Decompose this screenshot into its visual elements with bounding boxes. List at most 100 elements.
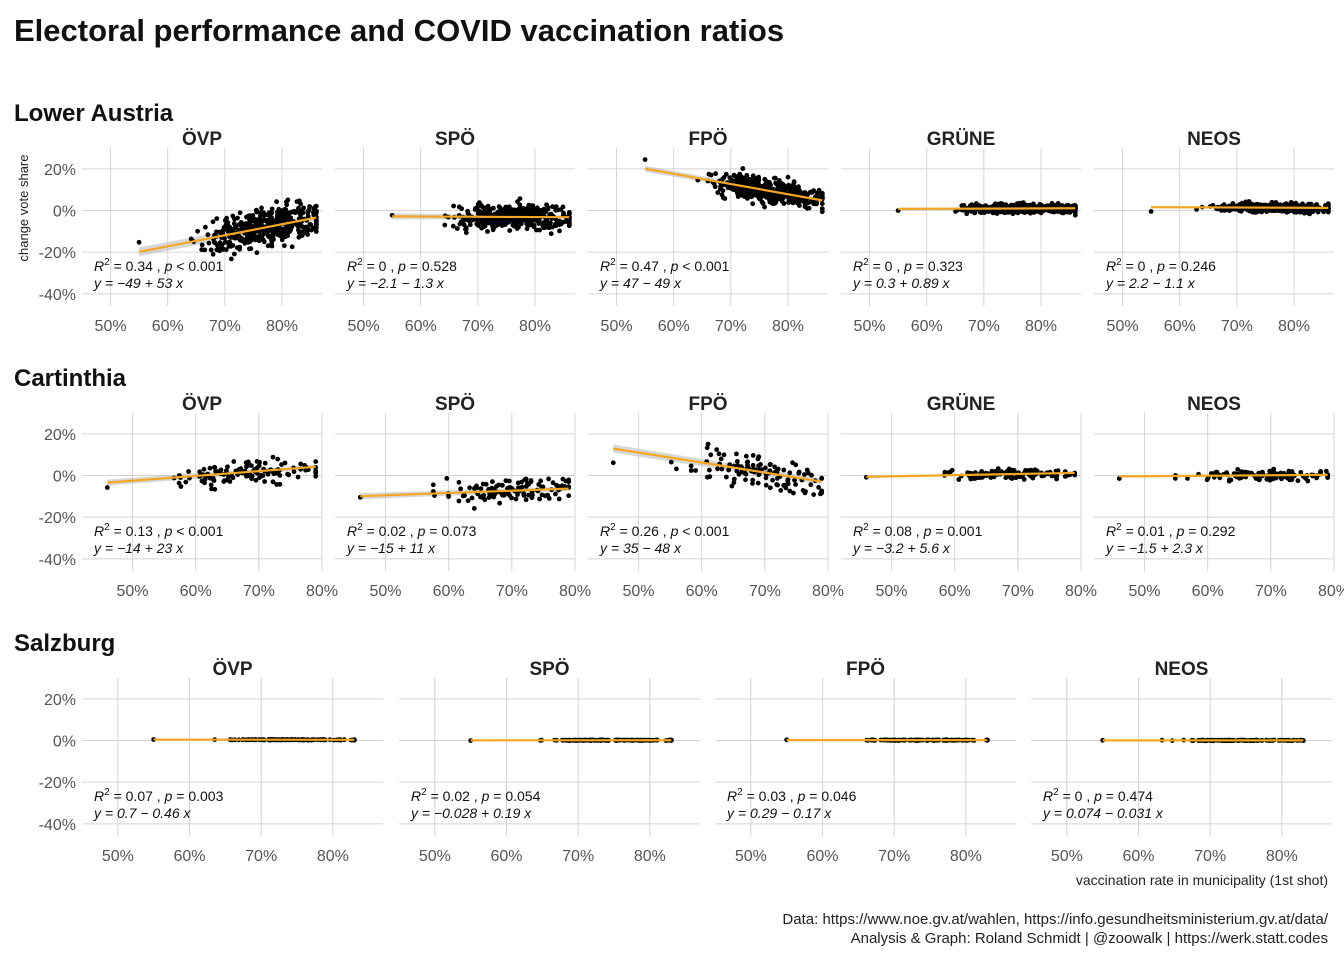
- regression-line: [107, 465, 316, 484]
- x-tick-label: 60%: [405, 318, 437, 335]
- data-point: [475, 201, 481, 207]
- equation-annotation: y = 0.074 − 0.031 x: [1042, 805, 1164, 821]
- data-point: [734, 174, 740, 180]
- r2-annotation: R2 = 0.03 , p = 0.046: [727, 787, 857, 804]
- data-point: [261, 210, 266, 216]
- data-point: [274, 216, 280, 222]
- y-tick-label: 0%: [53, 734, 76, 751]
- data-point: [1227, 477, 1232, 483]
- data-point: [463, 230, 469, 236]
- data-point: [280, 230, 286, 235]
- y-tick-label: -20%: [39, 510, 76, 527]
- data-point: [259, 223, 264, 228]
- data-point: [234, 245, 240, 251]
- data-point: [790, 460, 795, 466]
- data-point: [274, 209, 280, 215]
- data-point: [743, 453, 749, 459]
- data-point: [265, 471, 271, 477]
- x-tick-label: 70%: [1221, 318, 1253, 335]
- data-point: [776, 195, 782, 201]
- regression-line: [138, 216, 317, 253]
- data-point: [491, 494, 496, 500]
- data-point: [246, 213, 252, 219]
- data-point: [270, 454, 276, 460]
- r2-annotation: R2 = 0.26 , p < 0.001: [600, 522, 730, 539]
- data-point: [788, 187, 794, 193]
- data-point: [503, 478, 509, 484]
- data-point: [480, 493, 485, 499]
- x-tick-label: 80%: [1278, 318, 1310, 335]
- data-point: [668, 459, 674, 465]
- data-point: [524, 226, 530, 232]
- data-point: [715, 466, 720, 472]
- data-point: [1214, 469, 1220, 475]
- x-axis-label: vaccination rate in municipality (1st sh…: [1076, 872, 1328, 888]
- data-point: [488, 206, 493, 212]
- data-point: [214, 216, 220, 222]
- caption-data-source: Data: https://www.noe.gv.at/wahlen, http…: [782, 911, 1328, 928]
- data-point: [224, 477, 230, 483]
- panel-strip-label: FPÖ: [688, 129, 727, 150]
- data-point: [519, 479, 524, 485]
- region-cartinthia: Cartinthia -40% -20% 0% 20% ÖVP 50% 60% 70% 80% R2…: [14, 365, 1344, 600]
- data-point: [762, 204, 767, 210]
- x-tick-label: 50%: [601, 318, 633, 335]
- r2-annotation: R2 = 0 , p = 0.246: [1106, 257, 1216, 274]
- y-tick-label: 20%: [44, 427, 76, 444]
- data-point: [228, 243, 234, 249]
- data-point: [446, 494, 451, 499]
- data-point: [750, 201, 756, 207]
- data-point: [490, 227, 496, 233]
- data-point: [534, 212, 540, 218]
- data-point: [519, 218, 525, 224]
- data-point: [233, 223, 238, 229]
- data-point: [566, 223, 572, 229]
- r2-annotation: R2 = 0 , p = 0.528: [347, 257, 457, 274]
- data-point: [539, 492, 545, 498]
- data-point: [755, 480, 761, 486]
- data-point: [764, 179, 770, 184]
- x-tick-label: 50%: [735, 848, 767, 865]
- data-point: [313, 468, 319, 474]
- data-point: [236, 222, 242, 227]
- data-point: [461, 222, 467, 228]
- r2-annotation: R2 = 0.02 , p = 0.073: [347, 522, 477, 539]
- data-point: [749, 194, 755, 199]
- data-point: [787, 488, 793, 494]
- data-point: [708, 452, 714, 458]
- data-point: [259, 205, 264, 211]
- data-point: [731, 476, 737, 482]
- region-salzburg: Salzburg -40% -20% 0% 20% ÖVP 50% 60% 70% 80% R2 =…: [14, 630, 1332, 865]
- data-point: [223, 247, 229, 253]
- data-point: [706, 171, 712, 177]
- data-point: [531, 222, 537, 228]
- data-point: [444, 476, 450, 481]
- data-point: [274, 199, 279, 205]
- x-tick-label: 70%: [749, 583, 781, 600]
- data-point: [781, 201, 787, 206]
- data-point: [969, 475, 975, 480]
- data-point: [819, 475, 825, 481]
- y-tick-label: 0%: [53, 204, 76, 221]
- data-point: [775, 476, 780, 481]
- equation-annotation: y = −2.1 − 1.3 x: [346, 275, 445, 291]
- x-tick-label: 50%: [370, 583, 402, 600]
- data-point: [202, 480, 208, 486]
- data-point: [261, 239, 267, 245]
- data-point: [477, 209, 483, 215]
- data-point: [1003, 202, 1009, 208]
- data-point: [260, 473, 266, 478]
- data-point: [795, 186, 801, 192]
- region-title: Cartinthia: [14, 365, 127, 392]
- x-tick-label: 80%: [634, 848, 666, 865]
- data-point: [534, 227, 539, 233]
- data-point: [802, 198, 808, 204]
- data-point: [1246, 202, 1252, 207]
- x-tick-label: 50%: [623, 583, 655, 600]
- data-point: [550, 480, 556, 486]
- data-point: [295, 474, 301, 480]
- data-point: [257, 229, 262, 235]
- data-point: [1273, 475, 1279, 481]
- data-point: [561, 219, 566, 225]
- data-point: [249, 476, 255, 482]
